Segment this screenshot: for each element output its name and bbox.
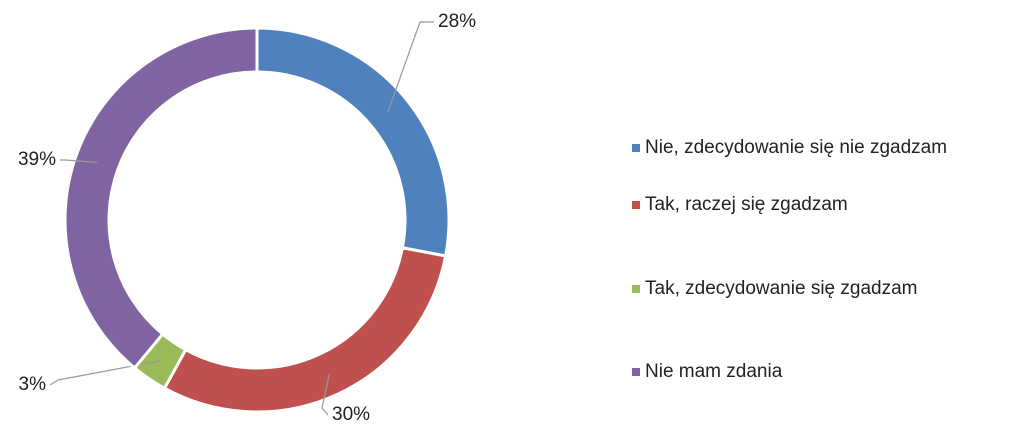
donut-segment (162, 245, 448, 414)
leader-line (321, 373, 330, 416)
data-label: 39% (18, 149, 56, 170)
legend-swatch (632, 201, 640, 209)
legend-swatch (632, 285, 640, 293)
legend-swatch (632, 368, 640, 376)
leader-line (387, 21, 434, 112)
data-label: 28% (438, 11, 476, 32)
legend-swatch (632, 144, 640, 152)
leader-line (49, 360, 162, 386)
donut-segment (63, 26, 259, 371)
legend-label: Nie, zdecydowanie się nie zgadzam (645, 137, 947, 158)
leader-line (60, 159, 98, 164)
legend-label: Tak, raczej się zgadzam (645, 194, 848, 215)
legend-label: Tak, zdecydowanie się zgadzam (645, 278, 917, 299)
donut-segment (255, 26, 451, 258)
data-label: 30% (332, 404, 370, 425)
data-label: 3% (19, 374, 47, 395)
legend-label: Nie mam zdania (645, 361, 783, 382)
